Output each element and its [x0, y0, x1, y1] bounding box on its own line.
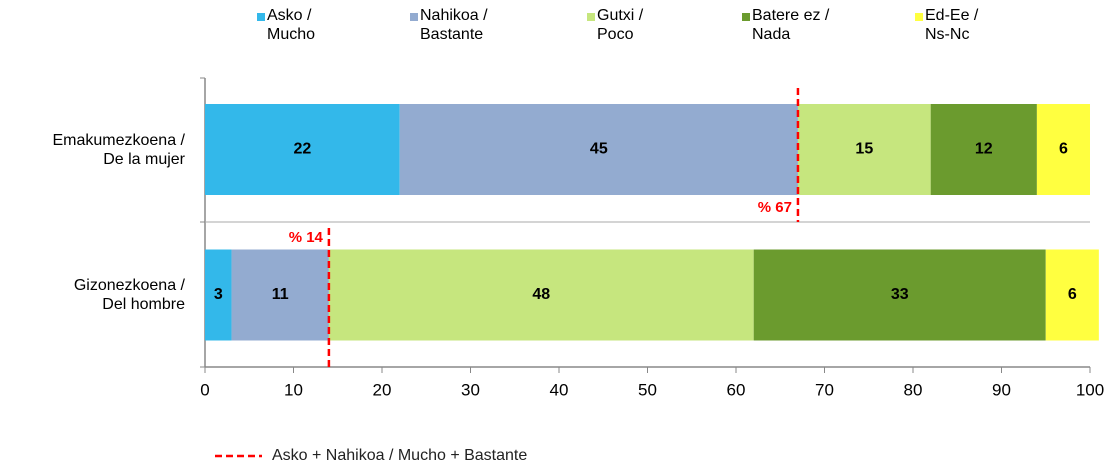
legend-swatch — [742, 13, 750, 21]
bar-segment — [328, 249, 754, 341]
legend-swatch — [915, 13, 923, 21]
x-tick-label: 80 — [904, 380, 923, 399]
legend-label: Batere ez / Nada — [752, 7, 830, 43]
annotation: % 67 — [758, 199, 792, 216]
legend-label: Gutxi / Poco — [597, 7, 644, 43]
legend-swatch — [410, 13, 418, 21]
bar-segment — [753, 249, 1046, 341]
legend-label: Ed-Ee / Ns-Nc — [925, 7, 979, 43]
data-label: 3 — [214, 286, 223, 303]
data-label: 33 — [891, 286, 909, 303]
x-tick-label: 50 — [638, 380, 657, 399]
legend-label: Asko / Mucho — [267, 7, 316, 43]
category-label: Gizonezkoena / Del hombre — [73, 277, 185, 313]
bar-segment — [1036, 104, 1090, 195]
data-label: 48 — [532, 286, 550, 303]
x-tick-label: 60 — [727, 380, 746, 399]
legend-swatch — [587, 13, 595, 21]
data-label: 11 — [272, 286, 289, 303]
data-label: 12 — [975, 141, 993, 158]
data-label: 6 — [1059, 141, 1068, 158]
bar-segment — [205, 249, 232, 341]
annotation: % 14 — [289, 229, 324, 246]
legend-label: Nahikoa / Bastante — [420, 7, 488, 43]
bar-segment — [1045, 249, 1099, 341]
x-tick-label: 20 — [373, 380, 392, 399]
data-label: 6 — [1068, 286, 1077, 303]
x-tick-label: 90 — [992, 380, 1011, 399]
data-label: 45 — [590, 141, 608, 158]
x-tick-label: 40 — [550, 380, 569, 399]
bar-segment — [930, 104, 1037, 195]
data-label: 15 — [855, 141, 873, 158]
x-tick-label: 70 — [815, 380, 834, 399]
data-label: 22 — [293, 141, 311, 158]
x-tick-label: 100 — [1076, 380, 1104, 399]
bar-segment — [231, 249, 329, 341]
legend-swatch — [257, 13, 265, 21]
bar-segment — [797, 104, 931, 195]
bar-segment — [205, 104, 400, 195]
x-tick-label: 10 — [284, 380, 303, 399]
bar-segment — [399, 104, 798, 195]
x-tick-label: 0 — [200, 380, 209, 399]
x-tick-label: 30 — [461, 380, 480, 399]
category-label: Emakumezkoena / De la mujer — [52, 131, 185, 168]
legend-reference-label: Asko + Nahikoa / Mucho + Bastante — [272, 447, 527, 464]
